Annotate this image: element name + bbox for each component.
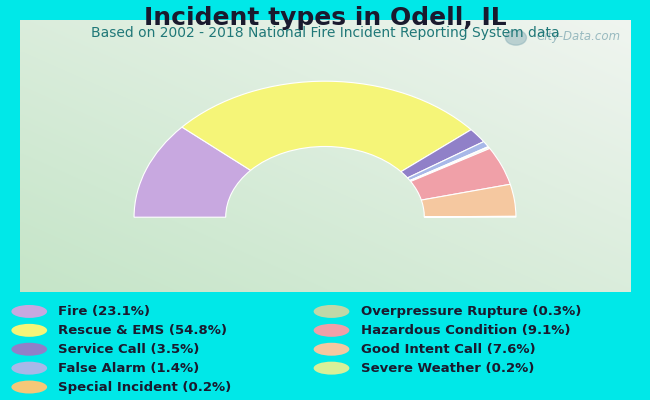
- Text: False Alarm (1.4%): False Alarm (1.4%): [58, 362, 200, 375]
- Ellipse shape: [313, 305, 350, 318]
- Wedge shape: [410, 147, 489, 181]
- Ellipse shape: [313, 343, 350, 356]
- Ellipse shape: [313, 324, 350, 337]
- Text: Hazardous Condition (9.1%): Hazardous Condition (9.1%): [361, 324, 570, 337]
- Text: Special Incident (0.2%): Special Incident (0.2%): [58, 380, 232, 394]
- Wedge shape: [182, 81, 471, 172]
- Ellipse shape: [313, 362, 350, 375]
- Wedge shape: [408, 142, 488, 180]
- Ellipse shape: [12, 305, 47, 318]
- Circle shape: [506, 30, 526, 45]
- Wedge shape: [421, 184, 516, 217]
- Text: Based on 2002 - 2018 National Fire Incident Reporting System data: Based on 2002 - 2018 National Fire Incid…: [91, 26, 559, 40]
- Text: Incident types in Odell, IL: Incident types in Odell, IL: [144, 6, 506, 30]
- Text: Fire (23.1%): Fire (23.1%): [58, 305, 151, 318]
- Text: Good Intent Call (7.6%): Good Intent Call (7.6%): [361, 343, 536, 356]
- Ellipse shape: [12, 362, 47, 375]
- Text: Overpressure Rupture (0.3%): Overpressure Rupture (0.3%): [361, 305, 581, 318]
- Text: City-Data.com: City-Data.com: [537, 30, 621, 42]
- Wedge shape: [411, 148, 510, 200]
- Ellipse shape: [12, 324, 47, 337]
- Text: Rescue & EMS (54.8%): Rescue & EMS (54.8%): [58, 324, 228, 337]
- Text: Service Call (3.5%): Service Call (3.5%): [58, 343, 200, 356]
- Wedge shape: [134, 127, 251, 217]
- Wedge shape: [401, 130, 484, 178]
- Text: Severe Weather (0.2%): Severe Weather (0.2%): [361, 362, 534, 375]
- Wedge shape: [424, 216, 516, 217]
- Ellipse shape: [12, 380, 47, 394]
- Wedge shape: [410, 147, 489, 182]
- Ellipse shape: [12, 343, 47, 356]
